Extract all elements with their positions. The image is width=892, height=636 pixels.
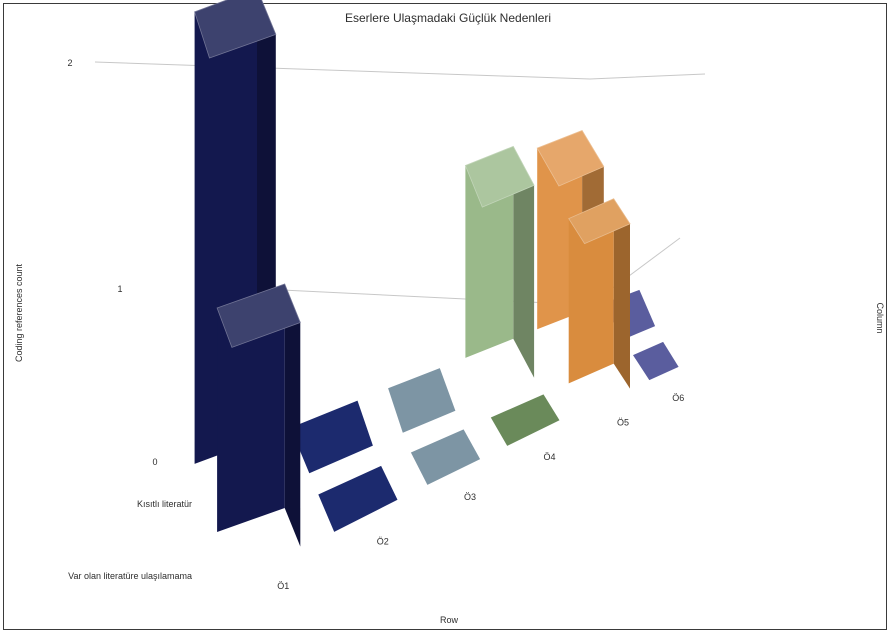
y-tick-label-2: 2 — [67, 58, 72, 68]
category-label-1: Ö1 — [277, 581, 289, 591]
chart-title: Eserlere Ulaşmadaki Güçlük Nedenleri — [345, 11, 551, 25]
chart-frame — [3, 3, 887, 630]
x-axis-label: Row — [440, 615, 459, 625]
category-label-6: Ö6 — [672, 393, 684, 403]
bar-side-r0-c3 — [513, 146, 535, 378]
bar-r0-c1 — [290, 400, 373, 474]
category-label-2: Ö2 — [377, 537, 389, 547]
bar-r1-c5 — [633, 341, 679, 381]
y-tick-label-1: 1 — [117, 284, 122, 294]
bar-r1-c2 — [410, 429, 481, 485]
category-label-5: Ö5 — [617, 418, 629, 428]
y-axis-label: Coding references count — [14, 263, 24, 362]
bar-r1-c4 — [568, 198, 614, 384]
series-label-0: Kısıtlı literatür — [137, 499, 192, 509]
bar-side-r1-c0 — [284, 284, 301, 547]
bar-top-r1-c0 — [216, 283, 301, 348]
bars — [194, 0, 679, 547]
y-tick-label-0: 0 — [152, 457, 157, 467]
bar-r0-c2 — [388, 368, 456, 433]
bar-top-r0-c0 — [194, 0, 277, 59]
bar-r1-c1 — [318, 465, 398, 532]
category-label-4: Ö4 — [543, 452, 555, 462]
category-labels: Ö1 Ö2 Ö3 Ö4 Ö5 Ö6 — [277, 393, 684, 591]
gridline-2 — [94, 61, 706, 80]
bar-top-r1-c4 — [568, 198, 631, 245]
category-label-3: Ö3 — [464, 492, 476, 502]
bar-top-r0-c3 — [464, 145, 535, 208]
bar-top-r0-c4 — [536, 130, 605, 187]
z-axis-label: Column — [875, 302, 885, 333]
series-label-1: Var olan literatüre ulaşılamama — [68, 571, 192, 581]
bar-side-r1-c4 — [613, 198, 630, 389]
bar-r1-c3 — [490, 394, 560, 446]
